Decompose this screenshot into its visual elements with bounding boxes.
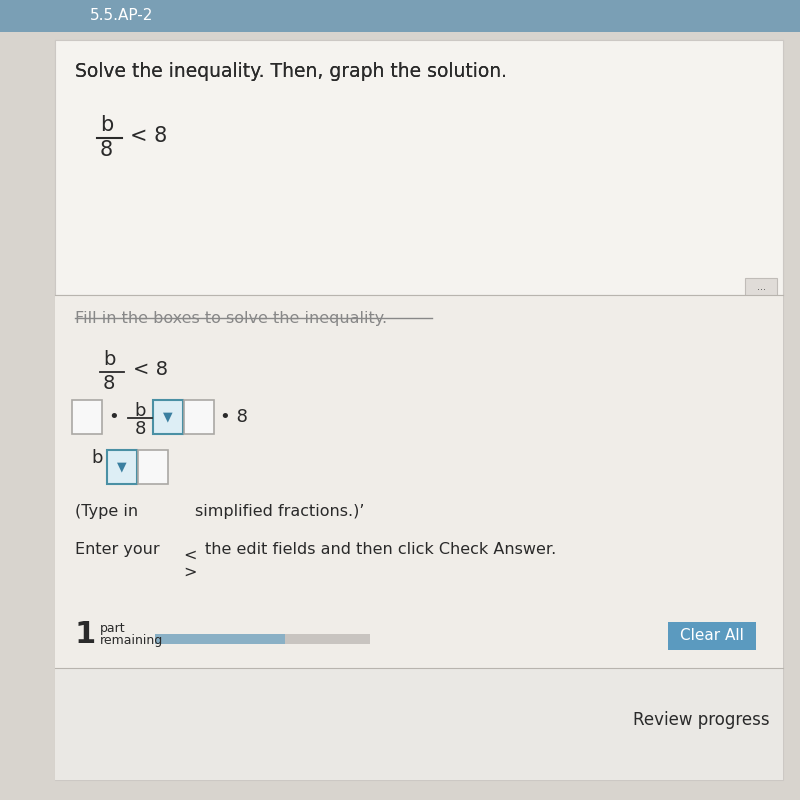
Bar [155, 634, 285, 644]
Text: remaining: remaining [100, 634, 163, 647]
Bar [138, 450, 168, 484]
Text: (Type in: (Type in [75, 504, 138, 519]
Text: < 8: < 8 [130, 126, 167, 146]
Text: 8: 8 [134, 420, 146, 438]
Bar [107, 450, 137, 484]
Text: b: b [91, 449, 103, 467]
Text: simplified fractions.)’: simplified fractions.)’ [195, 504, 364, 519]
Text: < 8: < 8 [133, 360, 168, 379]
Text: Solve the inequality. Then, graph the solution.: Solve the inequality. Then, graph the so… [75, 62, 507, 81]
Text: b: b [134, 402, 146, 420]
Text: part: part [100, 622, 126, 635]
Bar [55, 40, 783, 295]
Bar [0, 0, 800, 32]
Bar [668, 622, 756, 650]
Bar [184, 400, 214, 434]
Bar [745, 278, 777, 296]
Text: Enter your: Enter your [75, 542, 160, 557]
Text: Solve the inequality. Then, graph the solution.: Solve the inequality. Then, graph the so… [75, 62, 507, 81]
Text: 1: 1 [75, 620, 96, 649]
Text: • 8: • 8 [220, 408, 248, 426]
Text: 5.5.AP-2: 5.5.AP-2 [90, 9, 154, 23]
Bar [153, 400, 183, 434]
Text: ▼: ▼ [117, 461, 127, 474]
Text: 8: 8 [103, 374, 115, 393]
Text: >: > [183, 565, 197, 580]
Text: ▼: ▼ [163, 410, 173, 423]
Text: b: b [100, 115, 114, 135]
Text: the edit fields and then click Check Answer.: the edit fields and then click Check Ans… [205, 542, 556, 557]
Bar [55, 295, 783, 780]
Text: Clear All: Clear All [680, 629, 744, 643]
Text: 8: 8 [100, 140, 113, 160]
Text: •: • [108, 408, 118, 426]
Text: Fill in the boxes to solve the inequality.: Fill in the boxes to solve the inequalit… [75, 310, 387, 326]
Bar [55, 668, 783, 780]
Bar [72, 400, 102, 434]
Text: Review progress: Review progress [634, 711, 770, 729]
Text: b: b [103, 350, 115, 369]
Text: <: < [183, 548, 197, 563]
Bar [155, 634, 370, 644]
Text: ...: ... [757, 282, 766, 292]
